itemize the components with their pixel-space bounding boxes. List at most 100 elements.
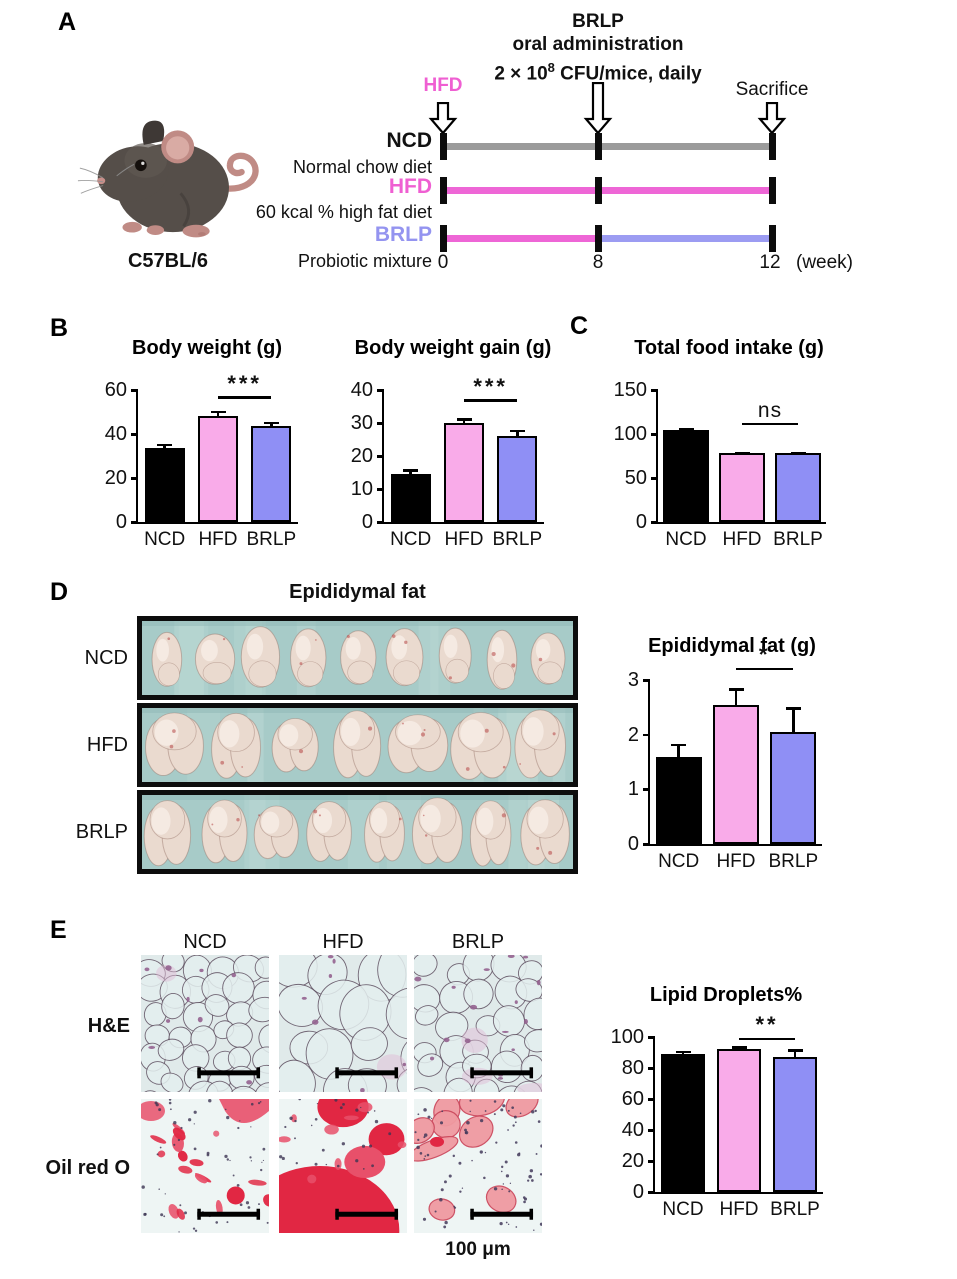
error-bar-cap (671, 743, 687, 747)
timeline-tick (769, 225, 776, 252)
photo-row-label-hfd: HFD (86, 734, 128, 756)
x-tick-label: NCD (658, 851, 700, 872)
y-tick-label: 30 (350, 412, 373, 434)
y-tick-label: 100 (610, 1026, 644, 1048)
y-tick-mark (377, 455, 384, 458)
he-image-hfd (279, 955, 407, 1092)
bar-BRLP (251, 426, 292, 522)
chart-plot-area: 0 10 20 30 40 NCD HFD BRLP *** (351, 374, 544, 550)
bar-BRLP (770, 731, 817, 844)
histology-col-header-ncd: NCD (183, 931, 227, 953)
panel-d-label: D (50, 578, 69, 606)
brlp-administration-note: BRLP oral administration 2 × 108 CFU/mic… (448, 10, 748, 85)
week-label-12: 12 (759, 252, 781, 273)
week-label-8: 8 (592, 252, 604, 273)
timeline-hfd (443, 187, 772, 194)
y-tick-label: 10 (350, 478, 373, 500)
y-tick-label: 20 (104, 467, 127, 489)
y-tick-mark (131, 521, 138, 524)
group-name-hfd: HFD (388, 175, 432, 198)
y-tick-label: 0 (635, 511, 647, 533)
significance-line (739, 1037, 795, 1041)
group-desc-brlp: Probiotic mixture (297, 251, 432, 271)
y-tick-label: 1 (627, 778, 639, 801)
y-tick-label: 100 (613, 423, 647, 445)
bar-NCD (655, 756, 702, 844)
error-bar-cap (210, 410, 226, 414)
y-tick-label: 3 (627, 669, 639, 691)
chart-title: Total food intake (g) (634, 337, 824, 359)
histology-row-label-he: H&E (87, 1015, 130, 1037)
timeline-ncd (443, 143, 772, 150)
chart-plot-area: 0 1 2 3 NCD HFD BRLP * (628, 642, 822, 872)
y-tick-mark (651, 389, 658, 392)
timeline-brlp-probiotic-phase (598, 235, 772, 242)
oil-red-o-image-ncd (141, 1099, 269, 1233)
chart-plot-area: 0 20 40 60 NCD HFD BRLP *** (105, 371, 298, 550)
y-tick-label: 50 (624, 467, 647, 489)
x-tick-label: NCD (665, 529, 707, 550)
chart-body-weight: Body weight (g) 0 20 40 60 NCD HFD BRLP *** (92, 336, 322, 550)
oil-red-o-image-brlp (414, 1099, 542, 1233)
group-name-ncd: NCD (386, 129, 433, 152)
bar-BRLP (773, 1057, 817, 1192)
x-tick-label: BRLP (492, 529, 543, 550)
timeline-tick (595, 225, 602, 252)
bar-HFD (713, 704, 759, 844)
panel-a-label: A (58, 8, 77, 36)
hfd-start-marker: HFD (423, 75, 463, 96)
error-bar-stem (677, 743, 680, 757)
timeline-tick (595, 133, 602, 160)
y-tick-label: 60 (621, 1088, 644, 1110)
mouse-illustration (77, 120, 259, 238)
down-arrow-icon (583, 82, 613, 135)
significance-label: * (758, 642, 771, 668)
y-tick-mark (131, 433, 138, 436)
error-bar-cap (456, 418, 472, 421)
error-bar-cap (263, 421, 279, 425)
scale-bar-label: 100 μm (445, 1239, 511, 1260)
bar-HFD (717, 1049, 761, 1192)
significance-label: ns (757, 399, 783, 423)
chart-title: Lipid Droplets% (649, 984, 803, 1006)
chart-title: Epididymal fat (g) (648, 635, 816, 657)
mouse-strain-caption: C57BL/6 (127, 250, 209, 272)
bar-BRLP (775, 453, 821, 522)
admin-line-1: BRLP (572, 11, 624, 32)
bar-NCD (661, 1054, 705, 1192)
y-tick-label: 2 (627, 723, 639, 746)
y-tick-mark (643, 788, 650, 791)
y-tick-mark (377, 422, 384, 425)
chart-lipid-droplets: Lipid Droplets% 0 20 40 60 80 100 NCD HFD BRLP ** (605, 983, 847, 1220)
y-tick-mark (648, 1067, 655, 1070)
oil-red-o-image-hfd (279, 1099, 407, 1233)
y-tick-label: 0 (632, 1181, 644, 1203)
x-tick-label: HFD (719, 1199, 759, 1220)
timeline-brlp-hfd-phase (443, 235, 598, 242)
group-name-brlp: BRLP (374, 223, 432, 246)
bar-NCD (390, 474, 431, 522)
error-bar-cap (785, 707, 801, 710)
x-tick-label: HFD (722, 529, 762, 550)
bar-BRLP (497, 436, 538, 522)
y-tick-mark (651, 521, 658, 524)
y-tick-label: 20 (350, 445, 373, 467)
x-tick-label: BRLP (770, 1199, 820, 1220)
y-tick-mark (648, 1129, 655, 1132)
histology-col-header-hfd: HFD (322, 931, 364, 953)
y-tick-label: 40 (350, 379, 373, 401)
x-tick-label: HFD (198, 529, 238, 550)
y-tick-mark (377, 521, 384, 524)
significance-label: *** (473, 373, 508, 399)
fat-pad-photo-strip-ncd (137, 616, 578, 700)
x-tick-label: HFD (444, 529, 484, 550)
histology-row-label-oro: Oil red O (45, 1157, 130, 1179)
week-label-0: 0 (437, 252, 449, 273)
he-image-brlp (414, 955, 542, 1092)
y-tick-label: 0 (115, 511, 127, 533)
significance-line (736, 667, 794, 671)
timeline-tick (595, 177, 602, 204)
y-tick-mark (643, 679, 650, 682)
error-bar-cap (509, 429, 525, 433)
